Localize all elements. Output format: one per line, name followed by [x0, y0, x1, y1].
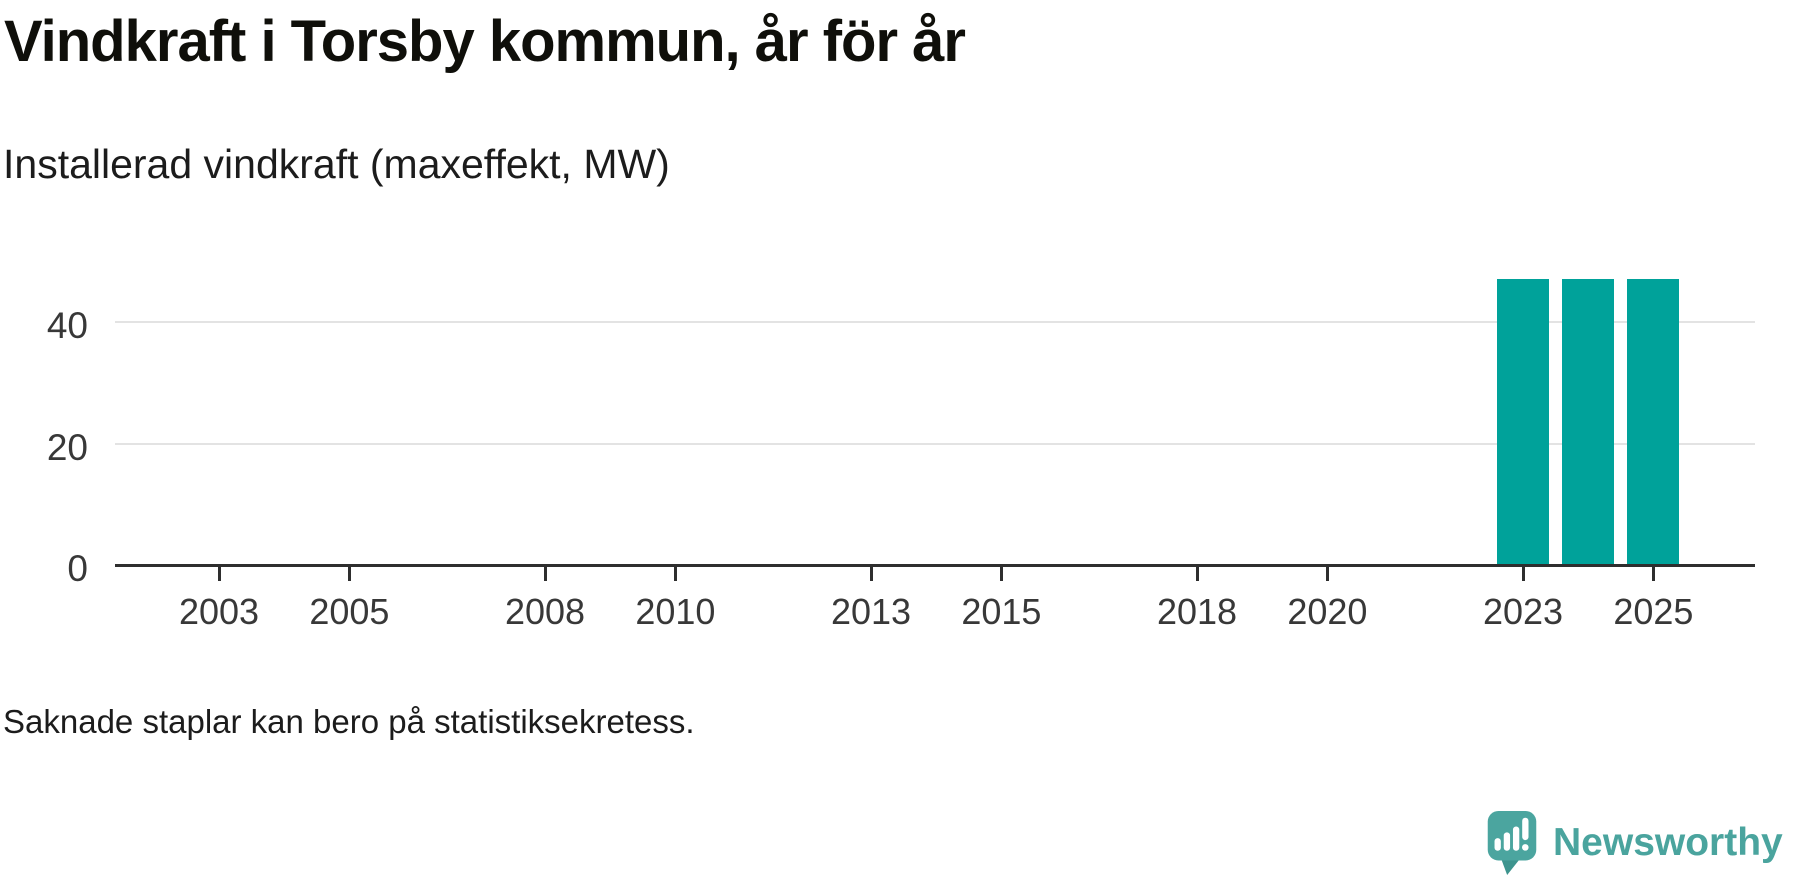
x-tick-label-2020: 2020 — [1287, 591, 1368, 632]
chart-title: Vindkraft i Torsby kommun, år för år — [4, 9, 966, 74]
x-axis-line — [115, 564, 1755, 567]
x-tick-label-2013: 2013 — [830, 591, 912, 632]
x-tick-label-2010: 2010 — [635, 591, 716, 632]
y-tick-label-0: 0 — [67, 548, 88, 589]
gridline-40 — [115, 321, 1755, 323]
x-tick-label-2003: 2003 — [178, 591, 260, 632]
x-tick-2023 — [1521, 567, 1525, 581]
x-tick-2013 — [869, 567, 873, 581]
y-tick-label-20: 20 — [46, 426, 88, 468]
x-tick-2008 — [543, 567, 547, 581]
x-tick-label-2005: 2005 — [309, 591, 390, 632]
gridline-20 — [115, 442, 1755, 445]
brand-logo: Newsworthy — [1486, 810, 1783, 876]
y-tick-label-40: 40 — [46, 305, 88, 346]
bar-2023 — [1497, 279, 1549, 565]
newsworthy-speech-bubble-chart-icon — [1487, 810, 1537, 876]
x-tick-label-2008: 2008 — [504, 591, 586, 632]
x-tick-2010 — [673, 567, 677, 581]
x-tick-2020 — [1325, 567, 1329, 581]
x-tick-label-2023: 2023 — [1482, 591, 1564, 632]
x-tick-label-2018: 2018 — [1156, 591, 1238, 632]
x-tick-2015 — [999, 567, 1003, 581]
x-tick-2025 — [1651, 567, 1655, 581]
x-tick-label-2015: 2015 — [961, 591, 1042, 632]
brand-name: Newsworthy — [1553, 821, 1783, 864]
chart-subtitle: Installerad vindkraft (maxeffekt, MW) — [3, 141, 670, 187]
bar-2024 — [1562, 279, 1615, 565]
bar-2025 — [1627, 279, 1680, 565]
x-tick-2003 — [217, 567, 221, 581]
x-tick-2005 — [347, 567, 351, 581]
chart-footnote: Saknade staplar kan bero på statistiksek… — [3, 703, 695, 740]
x-tick-label-2025: 2025 — [1613, 591, 1694, 632]
x-tick-2018 — [1195, 567, 1199, 581]
